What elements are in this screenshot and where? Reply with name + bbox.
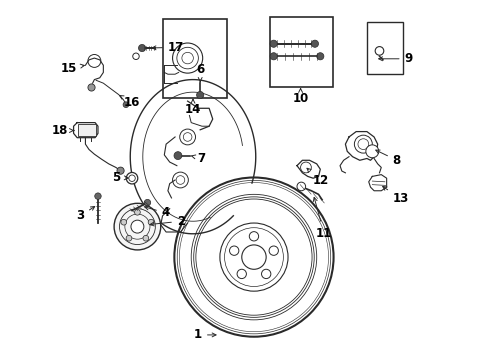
Circle shape [317,53,324,60]
Circle shape [180,129,196,145]
Bar [78,125,96,136]
Circle shape [88,84,95,91]
Text: 8: 8 [376,150,401,167]
Circle shape [172,172,188,188]
Circle shape [196,91,204,99]
Circle shape [270,40,277,47]
Circle shape [311,40,318,47]
Text: 4: 4 [145,206,170,220]
Text: 11: 11 [313,197,332,239]
Circle shape [114,203,161,250]
Text: 3: 3 [76,207,95,222]
Text: 2: 2 [150,215,185,228]
Circle shape [249,231,259,241]
Circle shape [135,210,140,215]
Circle shape [123,102,129,108]
Circle shape [300,162,311,173]
Circle shape [354,135,372,153]
Circle shape [121,219,126,225]
Circle shape [237,269,246,279]
Circle shape [262,269,271,279]
Circle shape [269,246,278,255]
Text: 16: 16 [120,95,140,109]
Bar [270,17,333,87]
Circle shape [270,53,277,60]
Text: 7: 7 [192,152,206,165]
Text: 1: 1 [194,328,216,341]
Circle shape [126,172,138,184]
Text: 6: 6 [196,63,204,82]
Circle shape [174,152,182,159]
Text: 14: 14 [185,99,201,116]
Circle shape [143,235,149,241]
Text: 5: 5 [112,171,128,184]
Circle shape [126,235,132,241]
Circle shape [95,193,101,199]
Text: 12: 12 [307,168,329,187]
Circle shape [139,44,146,51]
Circle shape [148,219,154,225]
Text: 9: 9 [379,52,413,65]
Circle shape [242,245,266,269]
Circle shape [174,177,334,337]
Circle shape [117,167,124,174]
Text: 13: 13 [383,186,409,205]
Text: 18: 18 [52,124,74,137]
Circle shape [229,246,239,255]
Circle shape [144,199,151,206]
Circle shape [375,46,384,55]
Circle shape [172,43,203,73]
Bar [367,22,403,74]
Circle shape [366,145,379,158]
Circle shape [297,182,306,191]
Text: 17: 17 [152,41,184,54]
Bar [163,19,227,98]
Text: 10: 10 [293,89,309,105]
Circle shape [131,220,144,233]
Text: 15: 15 [61,62,84,75]
